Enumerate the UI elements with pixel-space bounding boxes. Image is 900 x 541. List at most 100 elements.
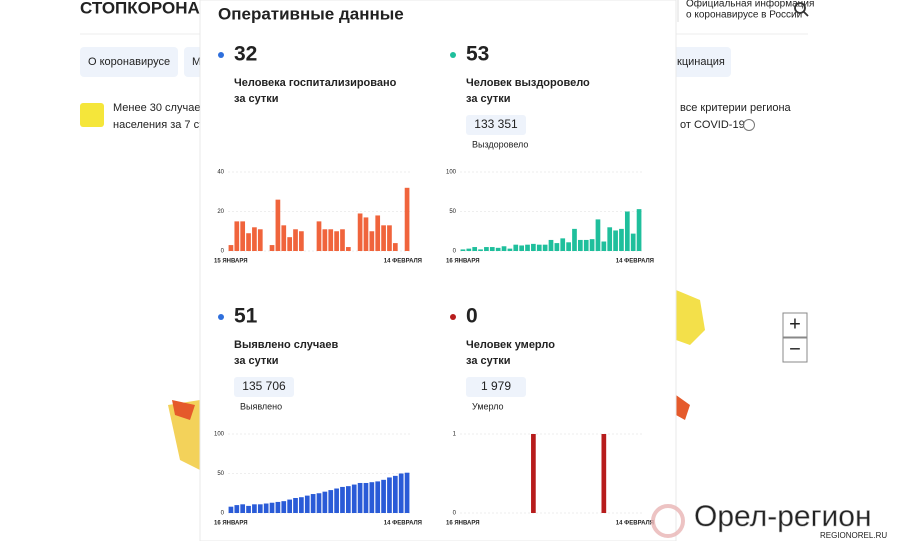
x-label: 14 ФЕВРАЛЯ (384, 259, 422, 265)
criteria-text: от COVID-19 (680, 119, 745, 131)
total-value: 133 351 (474, 117, 518, 131)
bar (404, 187, 410, 251)
zoom-button[interactable] (782, 337, 808, 363)
search-icon[interactable] (803, 11, 809, 17)
nav-label[interactable]: кцинация (677, 56, 725, 68)
nav-button[interactable] (665, 47, 731, 77)
bar (340, 486, 345, 513)
bar (363, 217, 369, 251)
zoom-in[interactable]: + (789, 313, 801, 335)
y-tick-label: 20 (217, 209, 224, 215)
bar (398, 473, 404, 513)
status-dot (218, 314, 224, 320)
zoom-out[interactable]: − (789, 338, 801, 360)
zoom-button[interactable] (782, 312, 808, 338)
bar (299, 231, 304, 251)
bar (293, 497, 298, 513)
bar (589, 239, 595, 251)
map-region (676, 290, 705, 345)
bar (507, 248, 513, 251)
bar (531, 434, 536, 513)
map-region (172, 400, 195, 420)
y-tick-label: 0 (221, 511, 225, 517)
metric-label: за сутки (466, 93, 511, 105)
bar (466, 248, 472, 251)
x-label: 15 ЯНВАРЯ (214, 259, 248, 265)
total-badge (466, 115, 526, 135)
metric-value: 53 (466, 43, 489, 66)
bar (566, 242, 571, 251)
logo: СТОПКОРОНАВИ (80, 0, 224, 17)
bar (328, 229, 334, 251)
x-label: 16 ЯНВАРЯ (446, 259, 480, 265)
bar (263, 503, 269, 513)
bar (252, 227, 257, 251)
metric-label: Человек выздоровело (466, 77, 590, 89)
bar (346, 486, 351, 513)
bar (275, 199, 281, 251)
bar (257, 504, 263, 513)
bar (357, 482, 363, 513)
help-icon[interactable] (743, 119, 755, 131)
x-label: 16 ЯНВАРЯ (214, 521, 248, 527)
metric-value: 0 (466, 305, 478, 328)
bar (495, 247, 501, 251)
bar (404, 472, 410, 513)
metric-label: Человек умерло (466, 339, 555, 351)
metric-label: за сутки (466, 355, 511, 367)
bar (554, 243, 560, 251)
status-dot (450, 52, 456, 58)
bar (310, 494, 316, 513)
search-icon[interactable] (794, 2, 806, 14)
metric-label: Выявлено случаев (234, 339, 338, 351)
total-caption: Выявлено (240, 401, 282, 411)
bar (240, 221, 246, 251)
bar (252, 504, 257, 513)
bar (316, 221, 322, 251)
bar (501, 246, 507, 251)
y-tick-label: 1 (453, 432, 457, 438)
y-tick-label: 40 (217, 170, 224, 176)
status-dot (218, 52, 224, 58)
bar (322, 491, 328, 513)
bar (381, 479, 386, 513)
bar (375, 481, 381, 513)
x-label: 14 ФЕВРАЛЯ (616, 521, 654, 527)
bar (578, 239, 583, 251)
nav-button[interactable] (184, 47, 204, 77)
bar (334, 488, 339, 513)
bar (392, 243, 398, 251)
total-value: 1 979 (481, 379, 511, 393)
bar (281, 225, 287, 251)
bar (392, 475, 398, 513)
modal-title: Оперативные данные (218, 4, 404, 23)
bar (228, 506, 234, 513)
bar (548, 239, 554, 251)
total-value: 135 706 (242, 379, 286, 393)
bar (601, 434, 607, 513)
bar (613, 230, 618, 251)
bar (572, 228, 577, 251)
bar (381, 225, 386, 251)
bar (624, 211, 630, 251)
bar (316, 493, 322, 513)
total-badge (466, 377, 526, 397)
bar (246, 505, 251, 513)
bar (340, 229, 345, 251)
bar (240, 504, 246, 513)
x-label: 14 ФЕВРАЛЯ (384, 521, 422, 527)
bar (299, 497, 304, 513)
bar (636, 209, 642, 251)
bar (536, 244, 542, 251)
bar (363, 482, 369, 513)
metric-value: 51 (234, 305, 258, 328)
nav-label[interactable]: О коронавирусе (88, 56, 170, 68)
bar (619, 228, 624, 251)
bar (519, 245, 524, 251)
bar (293, 229, 298, 251)
bar (583, 239, 589, 251)
nav-button[interactable] (80, 47, 178, 77)
bar (630, 233, 636, 251)
tagline: Официальная информация (686, 0, 814, 10)
nav-label[interactable]: М (192, 56, 201, 68)
